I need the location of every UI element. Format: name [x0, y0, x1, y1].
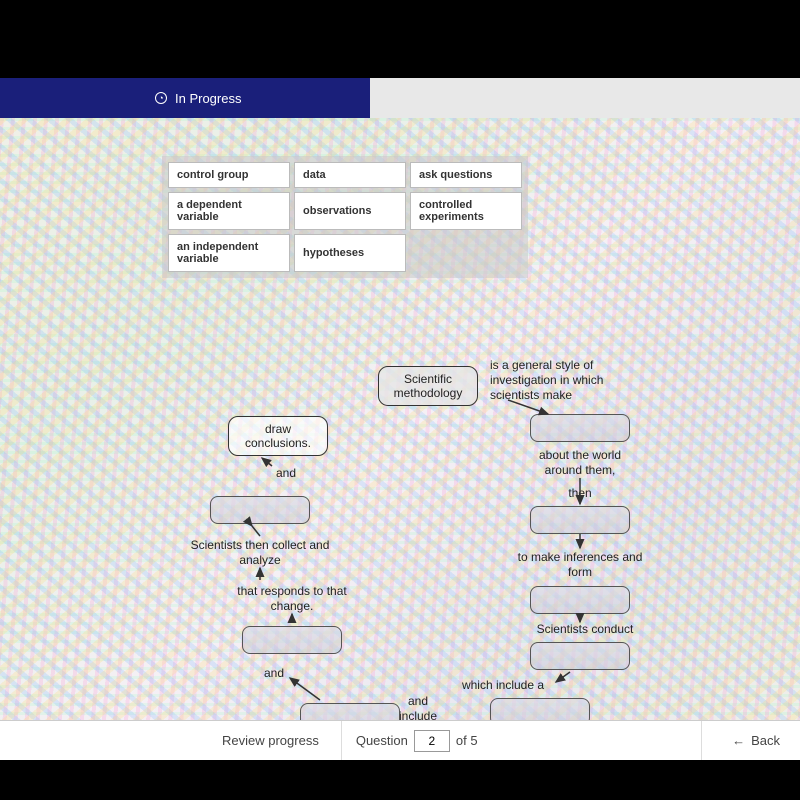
label-general-style: is a general style of investigation in w…: [490, 358, 638, 403]
drop-slot[interactable]: [210, 496, 310, 524]
label-which-include: which include a: [448, 678, 558, 693]
back-button[interactable]: ← Back: [701, 721, 780, 760]
question-number-input[interactable]: [414, 730, 450, 752]
label-collect-analyze: Scientists then collect and analyze: [190, 538, 330, 568]
drop-slot[interactable]: [530, 642, 630, 670]
content-area: control group data ask questions a depen…: [0, 118, 800, 760]
question-label: Question: [356, 733, 408, 748]
drop-slot[interactable]: [530, 506, 630, 534]
node-scientific-methodology: Scientific methodology: [378, 366, 478, 406]
arrows-layer: [0, 118, 800, 760]
label-then: then: [560, 486, 600, 501]
question-total: of 5: [456, 733, 478, 748]
drop-slot[interactable]: [530, 586, 630, 614]
back-label: Back: [751, 733, 780, 748]
label-inferences: to make inferences and form: [515, 550, 645, 580]
label-conduct: Scientists conduct: [520, 622, 650, 637]
top-black-region: [0, 0, 800, 78]
clock-icon: ◔: [155, 92, 167, 104]
review-progress-label: Review progress: [222, 733, 319, 748]
status-label: In Progress: [175, 91, 241, 106]
drop-slot[interactable]: [242, 626, 342, 654]
tab-background: [370, 78, 800, 118]
concept-map: Scientific methodology is a general styl…: [0, 118, 800, 760]
label-and2: and: [254, 666, 294, 681]
label-about-world: about the world around them,: [520, 448, 640, 478]
label-and1: and: [266, 466, 306, 481]
label-responds: that responds to that change.: [222, 584, 362, 614]
arrow-left-icon: ←: [732, 733, 745, 748]
question-indicator: Question of 5: [342, 730, 492, 752]
review-progress-button[interactable]: Review progress: [200, 721, 342, 760]
footer-bar: Review progress Question of 5 ← Back: [0, 720, 800, 760]
drop-slot[interactable]: [530, 414, 630, 442]
node-draw-conclusions: draw conclusions.: [228, 416, 328, 456]
